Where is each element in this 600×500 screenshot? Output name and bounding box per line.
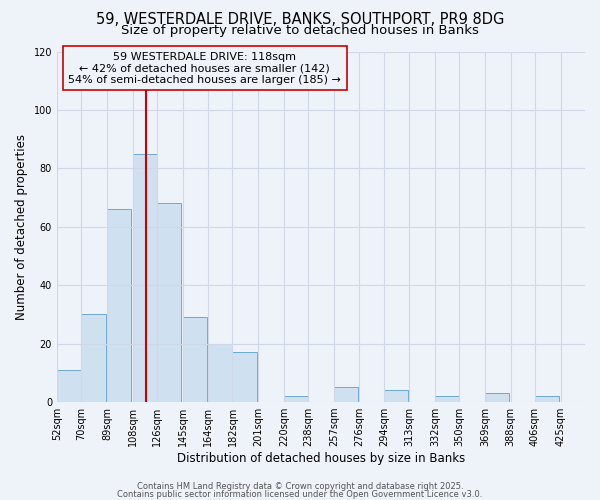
Bar bbox=[535, 396, 559, 402]
Bar bbox=[107, 210, 131, 402]
Bar bbox=[81, 314, 106, 402]
Bar bbox=[485, 394, 509, 402]
Bar bbox=[232, 352, 257, 402]
Bar bbox=[133, 154, 157, 402]
Y-axis label: Number of detached properties: Number of detached properties bbox=[15, 134, 28, 320]
Text: Contains public sector information licensed under the Open Government Licence v3: Contains public sector information licen… bbox=[118, 490, 482, 499]
Bar bbox=[208, 344, 232, 402]
Bar bbox=[384, 390, 408, 402]
Bar bbox=[157, 204, 181, 402]
Bar bbox=[334, 388, 358, 402]
Text: 59, WESTERDALE DRIVE, BANKS, SOUTHPORT, PR9 8DG: 59, WESTERDALE DRIVE, BANKS, SOUTHPORT, … bbox=[96, 12, 504, 28]
Text: Size of property relative to detached houses in Banks: Size of property relative to detached ho… bbox=[121, 24, 479, 37]
Text: Contains HM Land Registry data © Crown copyright and database right 2025.: Contains HM Land Registry data © Crown c… bbox=[137, 482, 463, 491]
Text: 59 WESTERDALE DRIVE: 118sqm
← 42% of detached houses are smaller (142)
54% of se: 59 WESTERDALE DRIVE: 118sqm ← 42% of det… bbox=[68, 52, 341, 84]
X-axis label: Distribution of detached houses by size in Banks: Distribution of detached houses by size … bbox=[177, 452, 465, 465]
Bar bbox=[284, 396, 308, 402]
Bar bbox=[435, 396, 460, 402]
Bar bbox=[182, 318, 207, 402]
Bar bbox=[57, 370, 81, 402]
